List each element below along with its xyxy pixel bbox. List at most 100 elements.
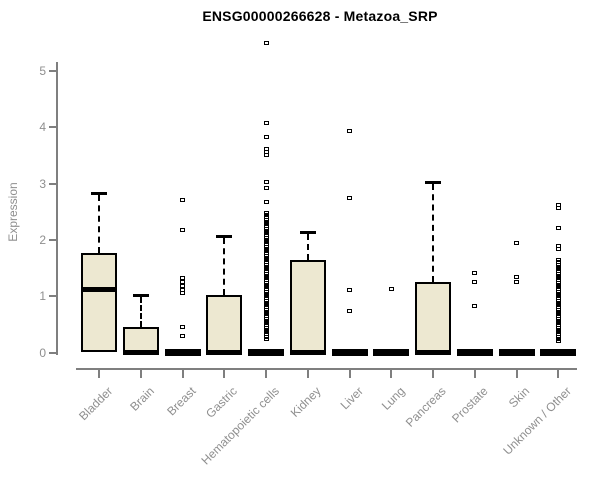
outlier-point [555,262,561,267]
outlier-point [263,285,269,290]
y-tick-label: 1 [39,289,46,304]
whisker [223,237,226,295]
outlier-point [263,253,269,258]
outlier-point [263,219,269,224]
outlier-point [263,267,269,272]
outlier-point [263,282,269,287]
outlier-point [555,334,561,339]
x-tick-label: Breast [164,384,199,419]
x-tick-label: Liver [337,384,366,413]
outlier-point [555,323,561,328]
outlier-point [263,314,269,319]
outlier-point [263,262,269,267]
outlier-point [263,249,269,254]
outlier-point [555,307,561,312]
y-axis-line [56,62,58,355]
outlier-point [514,241,519,246]
whisker [98,195,101,253]
x-tick-label: Lung [378,384,408,413]
y-tick-label: 2 [39,232,46,247]
x-tick [515,368,518,378]
outlier-point [263,303,269,308]
x-tick [348,368,351,378]
outlier-point [180,284,186,289]
outlier-point [263,287,269,292]
outlier-point [555,294,561,299]
x-tick [432,368,435,378]
outlier-point [555,312,561,317]
outlier-point [263,298,269,303]
outlier-point [472,303,478,308]
whisker-cap [133,294,150,298]
outlier-point [263,280,269,285]
outlier-point [180,280,186,285]
outlier-point [555,264,561,269]
x-tick-label: Hematopoietic cells [198,384,283,468]
box [81,252,118,353]
outlier-point [555,291,561,296]
outlier-point [263,233,269,238]
outlier-point [263,291,269,296]
outlier-point [555,258,561,263]
outlier-point [263,258,269,263]
x-tick [306,368,309,378]
outlier-point [263,330,269,335]
x-tick-label: Prostate [449,384,491,426]
outlier-point [263,271,269,276]
y-tick [49,238,56,241]
outlier-point [555,330,561,335]
x-tick-label: Brain [127,384,157,414]
outlier-point [180,324,186,329]
outlier-point [263,244,269,249]
outlier-point [555,298,561,303]
outlier-point [263,213,269,218]
outlier-point [180,198,186,203]
outlier-point [263,332,269,337]
outlier-point [472,279,478,284]
x-tick [390,368,393,378]
outlier-point [347,128,353,133]
outlier-point [263,200,269,205]
outlier-point [263,255,269,260]
outlier-point [555,280,561,285]
outlier-point [555,325,561,330]
median-line [206,350,243,355]
outlier-point [263,120,269,125]
outlier-point [555,296,561,301]
outlier-point [347,288,353,292]
outlier-point [555,300,561,305]
outlier-point [263,222,269,227]
box [123,327,160,353]
outlier-point [263,278,269,283]
outlier-point [263,300,269,305]
whisker-cap [299,231,316,235]
y-tick-label: 3 [39,176,46,191]
median-line [415,350,452,355]
x-tick-label: Kidney [287,384,324,420]
box [289,260,326,353]
outlier-point [263,289,269,294]
outlier-point [263,153,269,158]
outlier-point [180,333,186,338]
outlier-point [263,316,269,321]
x-tick [265,368,268,378]
outlier-point [263,336,269,341]
outlier-point [263,228,269,233]
outlier-point [263,309,269,314]
outlier-point [555,226,561,231]
y-tick-label: 4 [39,120,46,135]
whisker-cap [91,192,108,196]
outlier-point [555,273,561,278]
median-line [123,350,160,355]
outlier-point [555,336,561,341]
outlier-point [263,307,269,312]
outlier-point [263,226,269,231]
outlier-point [263,276,269,281]
x-tick [98,368,101,378]
x-tick-label: Bladder [76,384,116,424]
outlier-point [263,325,269,330]
outlier-point [555,282,561,287]
outlier-point [263,217,269,222]
